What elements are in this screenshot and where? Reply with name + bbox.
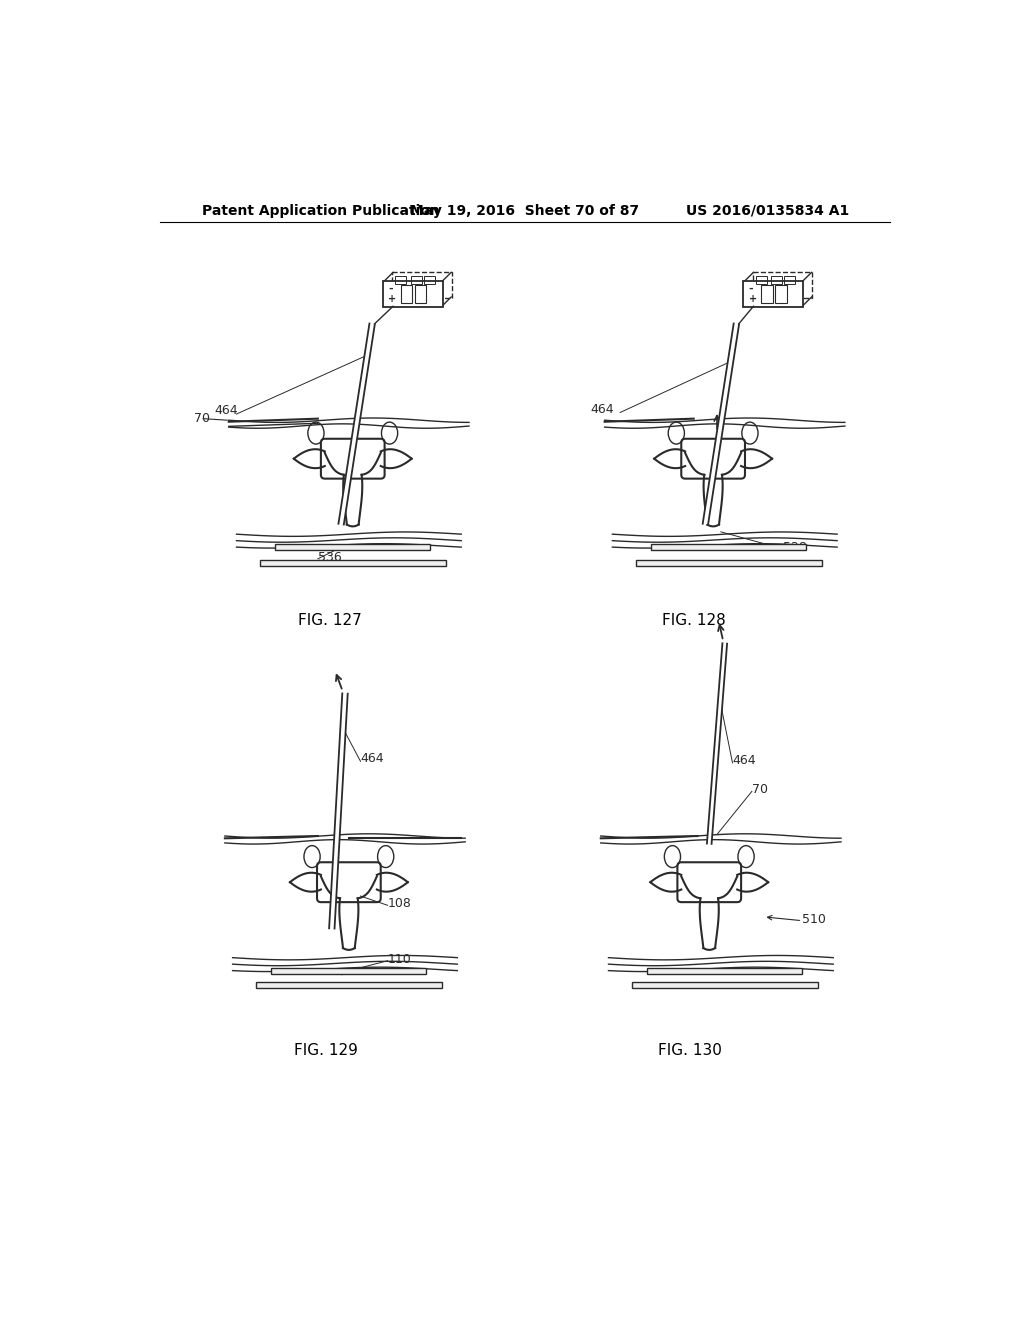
Text: US 2016/0135834 A1: US 2016/0135834 A1: [685, 203, 849, 218]
Bar: [632, 982, 818, 987]
Polygon shape: [339, 323, 375, 524]
Text: +: +: [388, 294, 396, 305]
Polygon shape: [329, 693, 348, 928]
Text: 464: 464: [591, 403, 614, 416]
Text: FIG. 127: FIG. 127: [298, 612, 361, 628]
FancyBboxPatch shape: [383, 281, 442, 308]
Bar: [256, 982, 442, 987]
Text: May 19, 2016  Sheet 70 of 87: May 19, 2016 Sheet 70 of 87: [411, 203, 639, 218]
Bar: [400, 285, 413, 302]
Bar: [771, 276, 782, 284]
Bar: [647, 968, 802, 974]
Text: 108: 108: [388, 898, 412, 911]
Bar: [271, 968, 426, 974]
Text: -: -: [749, 284, 754, 293]
Bar: [651, 544, 806, 550]
Bar: [395, 276, 407, 284]
Text: 528: 528: [783, 541, 807, 554]
Text: 464: 464: [732, 754, 756, 767]
Text: +: +: [749, 294, 757, 305]
Polygon shape: [707, 643, 727, 843]
Bar: [275, 544, 430, 550]
Text: FIG. 128: FIG. 128: [662, 612, 726, 628]
Bar: [761, 285, 773, 302]
Text: 536: 536: [317, 550, 342, 564]
Text: 70: 70: [194, 412, 210, 425]
Bar: [411, 276, 422, 284]
Text: 464: 464: [215, 404, 239, 417]
Text: -: -: [388, 284, 393, 293]
Bar: [784, 276, 796, 284]
Bar: [756, 276, 767, 284]
Text: FIG. 129: FIG. 129: [294, 1043, 357, 1057]
Text: 110: 110: [388, 953, 412, 966]
FancyBboxPatch shape: [743, 281, 803, 308]
Bar: [415, 285, 426, 302]
Text: FIG. 130: FIG. 130: [658, 1043, 722, 1057]
Text: 464: 464: [360, 752, 384, 766]
Text: 70: 70: [752, 783, 768, 796]
Bar: [424, 276, 435, 284]
Text: 510: 510: [802, 912, 826, 925]
Bar: [636, 560, 821, 565]
Polygon shape: [702, 323, 739, 524]
Bar: [260, 560, 445, 565]
Text: Patent Application Publication: Patent Application Publication: [202, 203, 439, 218]
Bar: [775, 285, 786, 302]
